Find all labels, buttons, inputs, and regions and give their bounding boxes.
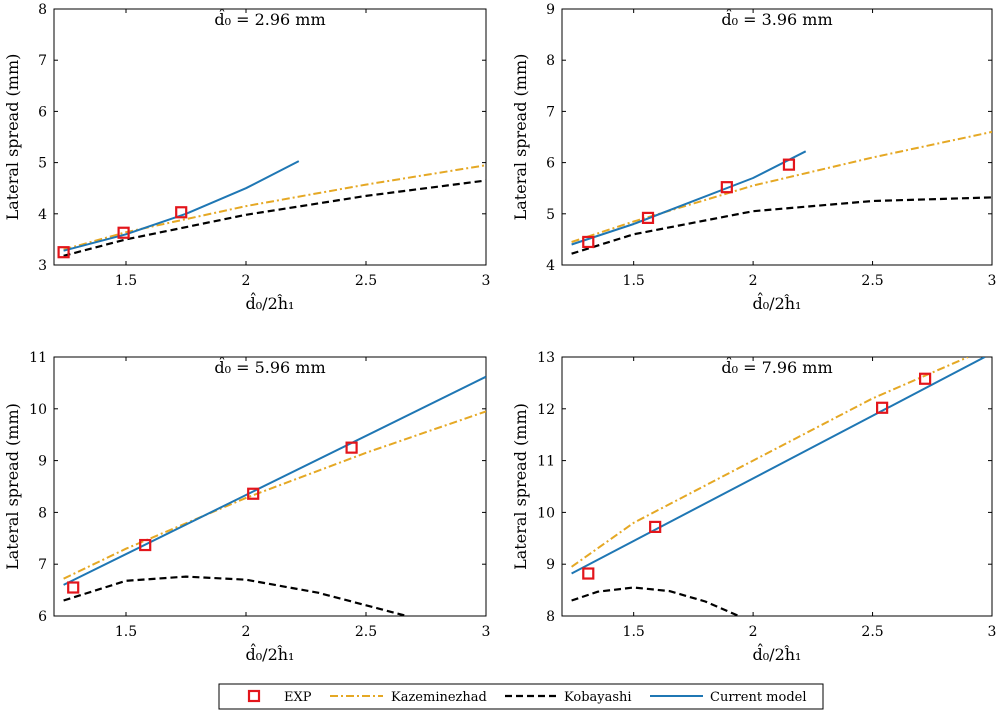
series-kazeminezhad-line — [571, 130, 992, 243]
x-tick-label: 3 — [988, 273, 996, 289]
legend-kaz-label: Kazeminezhad — [391, 690, 487, 705]
x-axis-label: d̂₀/2ĥ₁ — [246, 644, 295, 664]
exp-marker — [247, 487, 260, 500]
x-tick-label: 3 — [988, 624, 996, 640]
plot-area — [571, 130, 992, 255]
series-kazeminezhad-line — [63, 410, 486, 580]
x-tick-label: 3 — [482, 273, 491, 289]
y-tick-label: 9 — [546, 557, 555, 573]
x-tick-label: 1.5 — [115, 273, 137, 289]
exp-marker — [720, 181, 733, 194]
legend-exp-label: EXP — [284, 690, 312, 705]
y-tick-label: 11 — [29, 350, 47, 366]
exp-marker — [919, 372, 932, 385]
panel-title: d̂₀ = 7.96 mm — [721, 357, 832, 377]
exp-marker — [649, 520, 662, 534]
y-tick-label: 12 — [537, 402, 555, 418]
exp-marker — [57, 246, 70, 259]
y-axis-label: Lateral spread (mm) — [3, 54, 22, 221]
chart-panel-4: 8 9 10 11 12 13 1.5 2 2.5 3 d̂₀ = 7.96 mm d̂₀/2ĥ₁ La… — [511, 350, 996, 664]
series-kobayashi-line — [571, 196, 992, 255]
axes-box — [561, 356, 993, 617]
x-tick-label: 1.5 — [623, 273, 645, 289]
exp-marker — [175, 206, 188, 219]
legend-exp-marker — [247, 689, 261, 703]
y-tick-label: 4 — [546, 258, 555, 274]
series-kobayashi-line — [571, 586, 742, 616]
exp-marker — [345, 441, 358, 454]
y-tick-label: 5 — [38, 156, 47, 172]
y-tick-label: 5 — [546, 207, 555, 223]
x-tick-label: 2 — [749, 624, 758, 640]
series-current-model-line — [63, 375, 486, 586]
x-tick-label: 1.5 — [115, 624, 137, 640]
exp-marker — [876, 401, 889, 414]
x-tick-label: 2 — [242, 273, 251, 289]
y-tick-label: 13 — [537, 350, 555, 366]
series-kobayashi-line — [63, 575, 408, 616]
legend-kob-label: Kobayashi — [564, 690, 632, 705]
y-tick-label: 9 — [546, 2, 555, 18]
axes-box — [53, 8, 487, 266]
y-axis-label: Lateral spread (mm) — [511, 403, 530, 570]
plot-area — [63, 375, 486, 616]
exp-marker — [139, 538, 152, 552]
x-tick-label: 3 — [482, 624, 491, 640]
exp-marker — [117, 226, 130, 239]
exp-marker — [782, 158, 796, 171]
series-current-model-line — [571, 150, 807, 246]
x-tick-label: 2.5 — [355, 624, 377, 640]
y-tick-label: 7 — [38, 557, 47, 573]
x-axis-label: d̂₀/2ĥ₁ — [753, 644, 802, 664]
x-tick-label: 2 — [749, 273, 758, 289]
panels: 3 4 5 6 7 8 1.5 2 2.5 3 d̂₀ = 2.96 mm d̂₀/2ĥ₁ Latera… — [3, 2, 996, 664]
panel-title: d̂₀ = 2.96 mm — [214, 9, 325, 29]
exp-marker — [67, 581, 80, 594]
chart-panel-2: 4 5 6 7 8 9 1.5 2 2.5 3 d̂₀ = 3.96 mm d̂₀/2ĥ₁ Latera… — [511, 2, 996, 313]
legend-cur-label: Current model — [710, 690, 807, 705]
panel-title: d̂₀ = 5.96 mm — [214, 357, 325, 377]
plot-area — [63, 160, 486, 257]
exp-marker — [582, 567, 595, 580]
y-tick-label: 10 — [29, 402, 47, 418]
chart-panel-1: 3 4 5 6 7 8 1.5 2 2.5 3 d̂₀ = 2.96 mm d̂₀/2ĥ₁ Latera… — [3, 2, 490, 313]
y-tick-label: 8 — [38, 505, 47, 521]
y-tick-label: 7 — [38, 53, 47, 69]
y-axis-label: Lateral spread (mm) — [3, 403, 22, 570]
y-tick-label: 11 — [537, 454, 555, 470]
panel-title: d̂₀ = 3.96 mm — [721, 9, 832, 29]
y-tick-label: 6 — [546, 156, 555, 172]
series-kazeminezhad-line — [63, 164, 486, 251]
exp-marker — [582, 235, 595, 249]
series-current-model-line — [63, 160, 300, 252]
y-tick-label: 3 — [38, 258, 47, 274]
y-tick-label: 7 — [546, 104, 555, 120]
series-kobayashi-line — [63, 179, 486, 257]
y-tick-label: 6 — [38, 104, 47, 120]
x-axis-label: d̂₀/2ĥ₁ — [753, 293, 802, 313]
legend: EXP Kazeminezhad Kobayashi Current model — [218, 683, 824, 710]
axes-box — [53, 356, 487, 617]
y-tick-label: 8 — [38, 2, 47, 18]
plot-area — [571, 357, 986, 616]
y-tick-label: 9 — [38, 454, 47, 470]
x-tick-label: 2.5 — [355, 273, 377, 289]
x-tick-label: 2.5 — [861, 273, 883, 289]
series-kazeminezhad-line — [571, 357, 969, 568]
x-tick-label: 1.5 — [623, 624, 645, 640]
x-tick-label: 2 — [242, 624, 251, 640]
y-tick-label: 4 — [38, 207, 47, 223]
y-tick-label: 6 — [38, 609, 47, 625]
y-axis-label: Lateral spread (mm) — [511, 54, 530, 221]
series-current-model-line — [571, 357, 986, 575]
y-tick-label: 10 — [537, 505, 555, 521]
y-tick-label: 8 — [546, 53, 555, 69]
y-tick-label: 8 — [546, 609, 555, 625]
axes-box — [561, 8, 993, 266]
x-axis-label: d̂₀/2ĥ₁ — [246, 293, 295, 313]
exp-marker — [641, 211, 655, 224]
x-tick-label: 2.5 — [861, 624, 883, 640]
chart-panel-3: 6 7 8 9 10 11 1.5 2 2.5 3 d̂₀ = 5.96 mm d̂₀/2ĥ₁ Late… — [3, 350, 490, 664]
